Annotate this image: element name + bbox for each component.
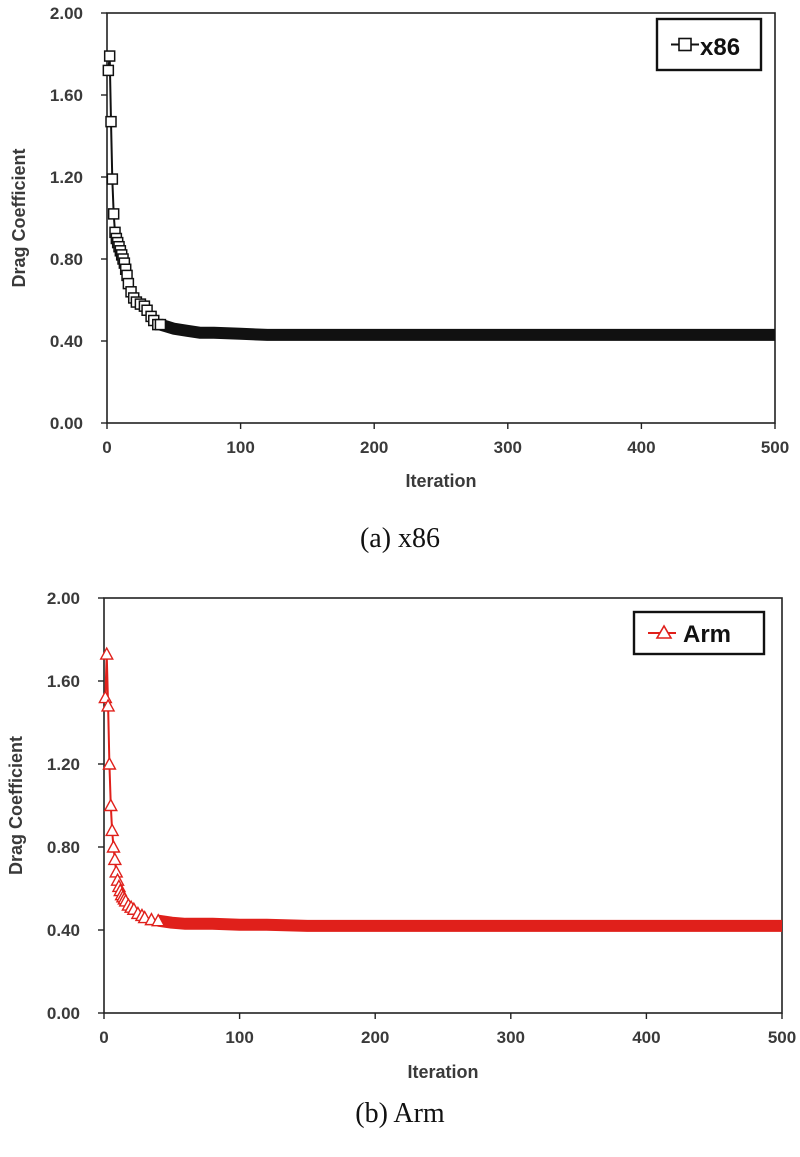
data-point xyxy=(107,208,120,220)
y-tick-label: 1.60 xyxy=(47,672,80,691)
y-tick-label: 0.00 xyxy=(50,414,83,433)
data-point xyxy=(151,913,166,927)
plot-frame xyxy=(106,12,776,424)
x-tick-label: 0 xyxy=(102,438,111,457)
y-axis-title: Drag Coefficient xyxy=(9,148,29,287)
x-tick-label: 400 xyxy=(632,1028,660,1047)
data-point xyxy=(98,690,113,704)
legend-marker xyxy=(678,37,692,52)
y-axis-title: Drag Coefficient xyxy=(6,736,26,875)
legend-label: x86 xyxy=(700,34,740,61)
drag-coefficient-chart-arm: 0.00 0.40 0.80 1.20 1.60 2.00 0 100 200 300 400 500… xyxy=(6,589,796,1082)
series-line xyxy=(104,653,782,927)
x-tick-label: 200 xyxy=(361,1028,389,1047)
chart-panel-arm: 0.00 0.40 0.80 1.20 1.60 2.00 0 100 200 300 400 500… xyxy=(0,580,800,1157)
chart-panel-x86: 0.00 0.40 0.80 1.20 1.60 2.00 0 100 200 300 400 500… xyxy=(9,4,789,554)
data-point xyxy=(100,698,116,712)
series-marker-band xyxy=(158,318,775,341)
x-tick-label: 100 xyxy=(226,438,254,457)
y-tick-label: 0.80 xyxy=(50,250,83,269)
y-tick-label: 2.00 xyxy=(47,589,80,608)
series-marker-band xyxy=(157,914,782,932)
y-tick-label: 0.80 xyxy=(47,838,80,857)
series-line xyxy=(107,56,775,336)
drag-coefficient-chart-x86: 0.00 0.40 0.80 1.20 1.60 2.00 0 100 200 300 400 500… xyxy=(9,4,789,491)
figure-caption-a: (a) x86 xyxy=(359,523,441,554)
data-point xyxy=(103,50,116,62)
x-tick-label: 100 xyxy=(225,1028,253,1047)
x-tick-label: 500 xyxy=(768,1028,796,1047)
data-point xyxy=(107,851,123,866)
figure-caption-b: (b) Arm xyxy=(355,1098,445,1129)
y-tick-label: 1.60 xyxy=(50,86,83,105)
y-tick-label: 0.40 xyxy=(50,332,83,351)
x-tick-label: 200 xyxy=(360,438,388,457)
data-point xyxy=(99,646,114,660)
data-point xyxy=(106,839,121,853)
x-tick-label: 500 xyxy=(761,438,789,457)
data-point xyxy=(103,798,118,812)
y-tick-label: 1.20 xyxy=(50,168,83,187)
y-tick-label: 0.00 xyxy=(47,1004,80,1023)
x-tick-label: 300 xyxy=(497,1028,525,1047)
data-point xyxy=(102,64,115,77)
x-axis-title: Iteration xyxy=(407,1062,478,1082)
data-point xyxy=(154,318,167,331)
data-point xyxy=(106,173,119,185)
legend-label: Arm xyxy=(683,621,731,648)
y-tick-label: 0.40 xyxy=(47,921,80,940)
data-point xyxy=(104,822,120,837)
legend-marker xyxy=(655,624,673,639)
data-point xyxy=(105,115,117,128)
y-tick-label: 1.20 xyxy=(47,755,80,774)
y-tick-label: 2.00 xyxy=(50,4,83,23)
x-tick-label: 300 xyxy=(494,438,522,457)
plot-frame xyxy=(103,597,783,1014)
x-axis-title: Iteration xyxy=(405,471,476,491)
data-point xyxy=(102,756,117,770)
x-tick-label: 0 xyxy=(99,1028,108,1047)
x-tick-label: 400 xyxy=(627,438,655,457)
